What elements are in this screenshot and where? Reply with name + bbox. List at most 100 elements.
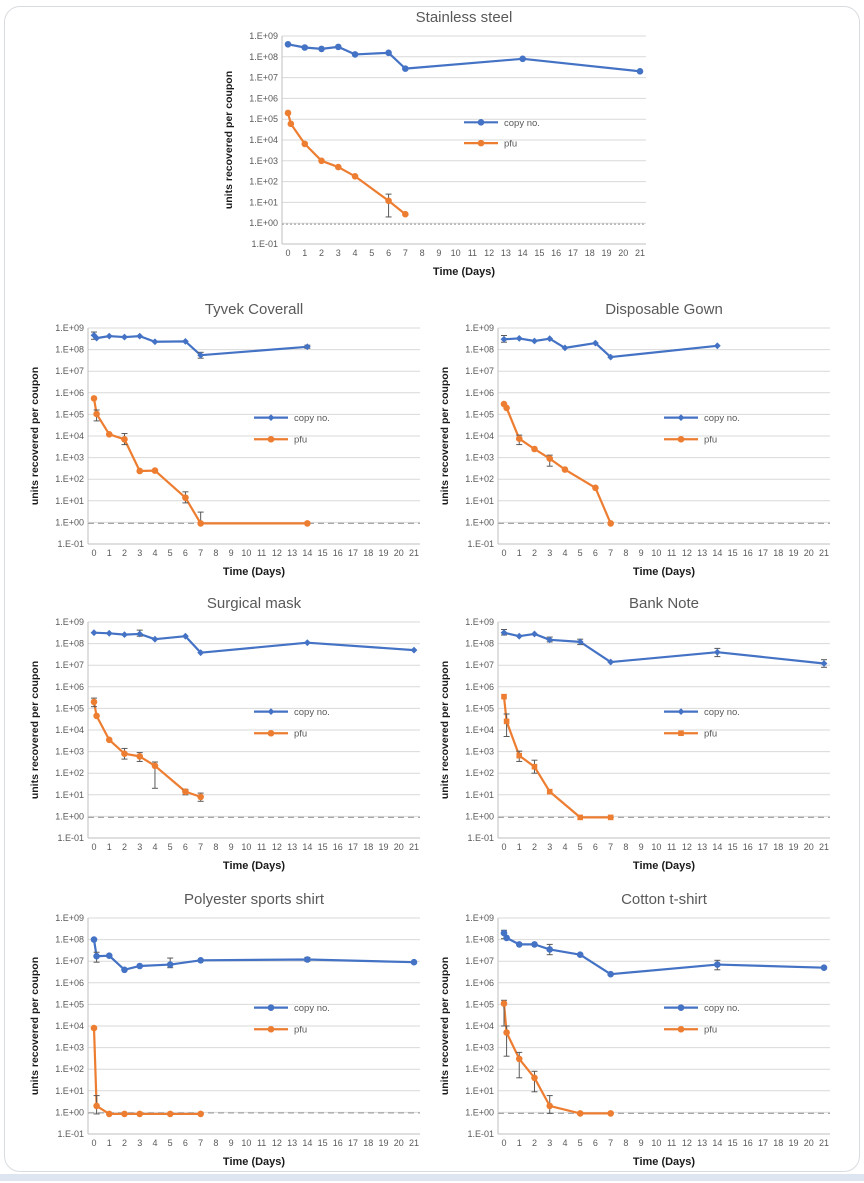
data-point-copy-no [301,44,309,51]
chart-svg: 1.E+09 1.E+08 1.E+07 1.E+06 1.E+05 1.E+04 1.E+… [29,301,420,578]
y-tick-label: 1.E+01 [465,496,494,506]
x-tick-label: 11 [257,842,266,852]
data-point-copy-no [714,961,721,968]
x-tick-label: 14 [712,548,722,558]
x-tick-label: 17 [758,548,768,558]
chart-svg: 1.E+09 1.E+08 1.E+07 1.E+06 1.E+05 1.E+04 1.E+… [439,595,830,872]
x-tick-label: 15 [728,842,738,852]
x-tick-label: 2 [122,548,127,558]
legend-label-copy-no: copy no. [704,1003,740,1014]
y-axis-label: units recovered per coupon [439,661,451,799]
x-tick-label: 4 [562,842,567,852]
x-tick-label: 11 [667,548,676,558]
x-tick-label: 20 [618,248,628,258]
x-tick-label: 8 [623,548,628,558]
data-point-pfu [197,520,204,527]
chart-svg: 1.E+09 1.E+08 1.E+07 1.E+06 1.E+05 1.E+04 1.E+… [29,595,420,872]
y-tick-label: 1.E-01 [57,833,84,843]
x-tick-label: 14 [302,1138,312,1148]
x-tick-label: 9 [639,1138,644,1148]
y-tick-label: 1.E+05 [465,999,494,1009]
data-point-pfu [284,109,292,117]
x-tick-label: 12 [682,548,692,558]
x-tick-label: 6 [183,842,188,852]
x-tick-label: 11 [667,842,676,852]
x-tick-label: 14 [302,548,312,558]
x-tick-label: 6 [593,1138,598,1148]
x-tick-label: 2 [532,1138,537,1148]
x-tick-label: 0 [501,1138,506,1148]
data-point-pfu [334,163,342,171]
x-tick-label: 12 [272,548,282,558]
x-tick-label: 21 [819,548,829,558]
x-tick-label: 5 [168,842,173,852]
y-axis-label: units recovered per coupon [29,367,41,505]
x-tick-label: 9 [229,1138,234,1148]
y-tick-label: 1.E+04 [465,431,494,441]
y-tick-label: 1.E+04 [465,1021,494,1031]
data-point-copy-no [546,335,554,343]
y-tick-label: 1.E+00 [55,517,84,527]
y-tick-label: 1.E+00 [465,1107,494,1117]
data-point-pfu [501,693,507,700]
data-point-copy-no [531,630,538,638]
x-tick-label: 7 [608,1138,613,1148]
data-point-copy-no [334,43,342,51]
data-point-copy-no [182,337,189,345]
data-point-pfu [561,466,569,473]
x-tick-label: 14 [712,842,722,852]
x-axis-label: Time (Days) [633,1156,695,1168]
data-point-pfu [93,712,100,720]
x-tick-label: 21 [819,842,829,852]
x-tick-label: 6 [593,548,598,558]
x-tick-label: 17 [348,548,358,558]
x-tick-label: 10 [651,842,661,852]
x-tick-label: 5 [578,548,583,558]
y-tick-label: 1.E+02 [465,1064,494,1074]
legend-label-copy-no: copy no. [294,707,330,718]
y-tick-label: 1.E+07 [55,956,84,966]
data-point-copy-no [303,639,311,647]
data-point-copy-no [515,632,523,640]
x-tick-label: 4 [562,1138,567,1148]
y-tick-label: 1.E+03 [465,453,494,463]
x-tick-label: 18 [773,842,783,852]
data-point-copy-no [503,934,510,942]
x-tick-label: 16 [743,548,753,558]
x-tick-label: 8 [213,548,218,558]
data-point-pfu [385,197,392,205]
data-point-pfu-legend [677,435,685,443]
series-line-pfu [92,701,202,798]
x-tick-label: 7 [608,842,613,852]
data-point-pfu [182,788,189,795]
chart-title: Cotton t-shirt [621,891,708,908]
data-point-copy-no [592,339,599,347]
x-axis-label: Time (Days) [633,860,695,872]
x-tick-label: 10 [651,548,661,558]
data-point-pfu [546,1102,554,1110]
x-tick-label: 15 [728,1138,738,1148]
data-point-pfu [301,140,309,148]
data-point-pfu [503,404,510,412]
data-point-copy-no [121,333,128,341]
y-tick-label: 1.E+02 [55,768,84,778]
data-point-pfu [93,410,100,418]
data-point-pfu-legend [477,139,485,147]
data-point-pfu [121,1110,128,1118]
x-tick-label: 21 [409,842,419,852]
x-tick-label: 18 [773,548,783,558]
data-point-pfu [105,430,113,438]
data-point-copy-no [197,957,204,964]
y-tick-label: 1.E+03 [55,747,84,757]
data-point-copy-no [820,964,828,972]
data-point-copy-no [607,353,615,361]
x-tick-label: 0 [501,548,506,558]
data-point-copy-no-legend [267,414,275,422]
x-tick-label: 7 [198,548,203,558]
x-tick-label: 13 [501,248,511,258]
x-tick-label: 17 [758,842,768,852]
data-point-copy-no [531,337,538,345]
data-point-pfu [607,520,614,527]
x-tick-label: 4 [152,842,157,852]
data-point-copy-no [197,649,205,657]
